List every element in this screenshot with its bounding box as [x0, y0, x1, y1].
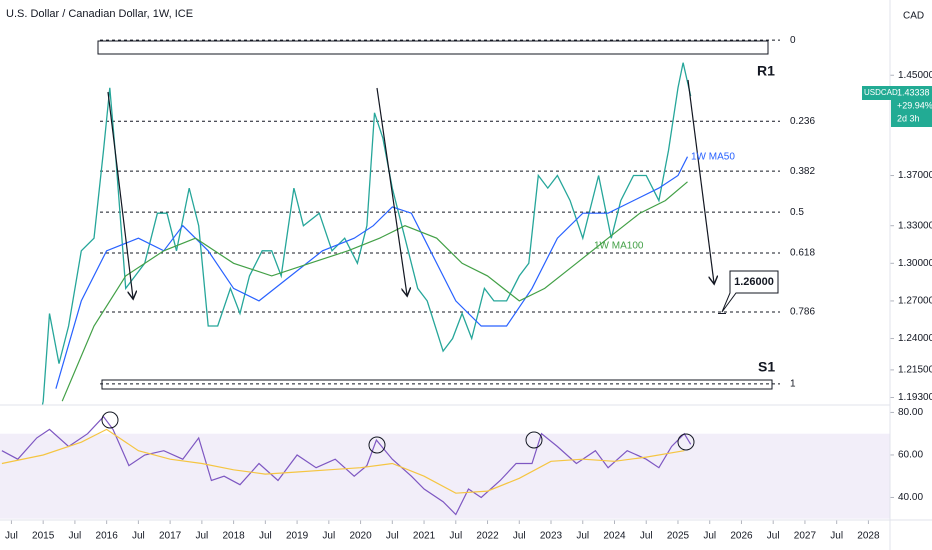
ma-label: 1W MA100 — [594, 241, 644, 252]
x-tick-label: 2025 — [667, 531, 690, 542]
x-tick-label: 2015 — [32, 531, 55, 542]
symbol-label: USDCAD — [864, 88, 898, 97]
fib-label: 1 — [790, 379, 796, 390]
fib-label: 0.786 — [790, 307, 815, 318]
x-tick-label: Jul — [322, 531, 335, 542]
x-tick-label: 2026 — [730, 531, 753, 542]
y-tick-label: 1.33000 — [898, 220, 932, 231]
target-callout — [721, 270, 779, 313]
fib-label: 0.382 — [790, 166, 815, 177]
x-tick-label: Jul — [703, 531, 716, 542]
rsi-circle — [368, 436, 386, 454]
fib-label: 0 — [790, 35, 796, 46]
symbol-tag — [862, 86, 892, 100]
fib-label: 0.618 — [790, 248, 815, 259]
y-tick-label: 1.21500 — [898, 365, 932, 376]
s1-zone — [101, 379, 773, 390]
y-tick-label: 1.24000 — [898, 333, 932, 344]
rsi-circle — [101, 411, 119, 429]
price-tag — [891, 86, 932, 127]
x-tick-label: 2023 — [540, 531, 563, 542]
x-tick-label: 2028 — [857, 531, 880, 542]
series-line — [1, 428, 685, 494]
currency: CAD — [903, 11, 924, 22]
y-tick-label: 1.45000 — [898, 70, 932, 81]
y-tick-label: 1.19300 — [898, 392, 932, 403]
x-tick-label: Jul — [195, 531, 208, 542]
x-tick-label: Jul — [449, 531, 462, 542]
arrow — [687, 79, 714, 283]
target-label: 1.26000 — [734, 276, 774, 288]
x-tick-label: 2016 — [96, 531, 119, 542]
y-tick-label: 80.00 — [898, 407, 923, 418]
x-tick-label: Jul — [259, 531, 272, 542]
fib-label: 0.236 — [790, 116, 815, 127]
series-line — [55, 156, 689, 389]
series-line — [1, 415, 692, 516]
x-tick-label: Jul — [513, 531, 526, 542]
x-tick-label: Jul — [386, 531, 399, 542]
fib-label: 0.5 — [790, 207, 804, 218]
x-tick-label: 2024 — [603, 531, 626, 542]
x-tick-label: 2018 — [222, 531, 245, 542]
arrow — [107, 91, 133, 298]
change: +29.94% — [897, 100, 932, 110]
x-tick-label: Jul — [830, 531, 843, 542]
y-tick-label: 1.37000 — [898, 170, 932, 181]
countdown: 2d 3h — [897, 113, 920, 123]
chart-title: U.S. Dollar / Canadian Dollar, 1W, ICE — [6, 8, 193, 20]
x-tick-label: 2027 — [794, 531, 817, 542]
x-tick-label: Jul — [640, 531, 653, 542]
zone-label: S1 — [758, 359, 775, 375]
x-tick-label: 2017 — [159, 531, 182, 542]
x-tick-label: Jul — [69, 531, 82, 542]
x-tick-label: Jul — [576, 531, 589, 542]
r1-zone — [97, 40, 769, 55]
rsi-band — [0, 433, 890, 519]
x-tick-label: 2019 — [286, 531, 309, 542]
x-tick-label: Jul — [767, 531, 780, 542]
x-tick-label: 2020 — [349, 531, 372, 542]
rsi-circle — [525, 431, 543, 449]
arrow — [376, 87, 407, 295]
x-tick-label: Jul — [5, 531, 18, 542]
x-tick-label: Jul — [132, 531, 145, 542]
series-line — [41, 62, 692, 405]
series-line — [61, 181, 688, 402]
zone-label: R1 — [757, 63, 775, 79]
y-tick-label: 1.27000 — [898, 296, 932, 307]
x-tick-label: 2021 — [413, 531, 436, 542]
ma-label: 1W MA50 — [691, 152, 735, 163]
x-tick-label: 2022 — [476, 531, 499, 542]
last-price: 1.43338 — [897, 87, 930, 97]
y-tick-label: 1.30000 — [898, 258, 932, 269]
y-tick-label: 40.00 — [898, 492, 923, 503]
rsi-circle — [677, 433, 695, 451]
y-tick-label: 60.00 — [898, 450, 923, 461]
